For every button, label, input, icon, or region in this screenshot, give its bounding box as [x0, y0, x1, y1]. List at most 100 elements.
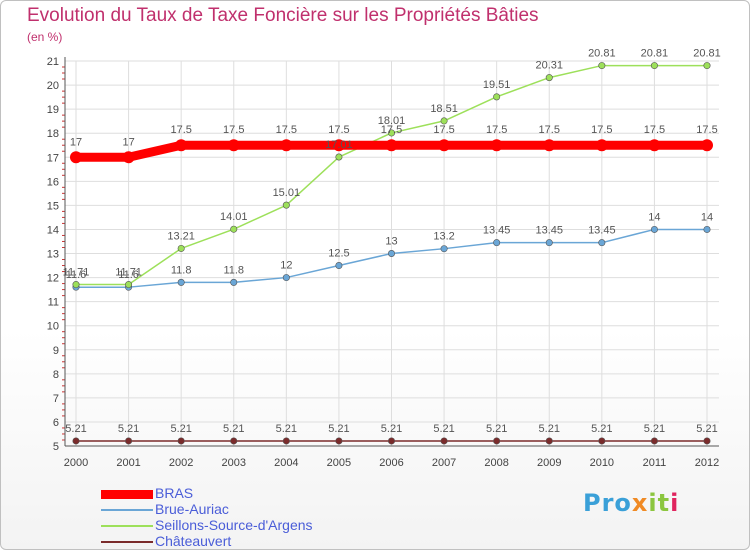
data-point-ch-teauvert [545, 437, 553, 445]
data-label-ch-teauvert: 5.21 [65, 423, 86, 435]
legend-label-seillons: Seillons-Source-d'Argens [155, 517, 313, 533]
data-point-brue-auriac [440, 245, 448, 253]
data-label-ch-teauvert: 5.21 [486, 423, 507, 435]
data-point-seillons-source-d-argens [493, 93, 501, 101]
x-tick-label: 2002 [169, 457, 193, 469]
legend-item-brue-auriac: Brue-Auriac [101, 501, 401, 518]
data-label-brue-auriac: 11.6 [66, 269, 87, 281]
data-point-bras [70, 151, 82, 164]
data-label-bras: 17 [70, 136, 82, 148]
y-tick-label: 7 [53, 393, 59, 405]
data-label-bras: 17.5 [539, 124, 560, 136]
data-point-ch-teauvert [703, 437, 711, 445]
x-tick-label: 2004 [274, 457, 298, 469]
data-point-brue-auriac [230, 278, 238, 286]
data-point-ch-teauvert [177, 437, 185, 445]
data-point-bras [227, 139, 240, 152]
legend-label-brue-auriac: Brue-Auriac [155, 501, 229, 517]
data-label-seillons-source-d-argens: 11.71 [63, 267, 90, 279]
y-tick-label: 14 [47, 224, 59, 236]
data-label-bras: 17 [122, 136, 134, 148]
y-tick-label: 5 [53, 441, 59, 453]
data-point-bras [595, 139, 608, 152]
data-point-ch-teauvert [125, 437, 133, 445]
legend-item-seillons: Seillons-Source-d'Argens [101, 517, 401, 534]
data-label-seillons-source-d-argens: 18.51 [430, 103, 458, 115]
data-point-seillons-source-d-argens [125, 281, 133, 289]
y-tick-label: 18 [47, 128, 59, 140]
y-tick-label: 10 [47, 321, 59, 333]
y-tick-label: 13 [47, 249, 59, 261]
data-point-bras [332, 139, 345, 152]
data-label-ch-teauvert: 5.21 [433, 423, 454, 435]
y-tick-label: 11 [48, 297, 59, 309]
data-label-ch-teauvert: 5.21 [381, 423, 402, 435]
data-point-ch-teauvert [282, 437, 290, 445]
data-label-seillons-source-d-argens: 13.21 [167, 230, 195, 242]
data-point-seillons-source-d-argens [440, 117, 448, 125]
data-point-ch-teauvert [598, 437, 606, 445]
data-point-brue-auriac [493, 239, 501, 247]
data-point-bras [122, 151, 135, 164]
data-label-brue-auriac: 13.45 [535, 225, 563, 237]
x-tick-label: 2000 [64, 457, 88, 469]
legend-label-chateauvert: Châteauvert [155, 533, 232, 549]
data-point-bras [175, 139, 188, 152]
chart-legend: BRAS Brue-Auriac Seillons-Source-d'Argen… [101, 485, 401, 549]
data-point-ch-teauvert [230, 437, 238, 445]
legend-item-bras: BRAS [101, 485, 401, 502]
data-label-bras: 17.5 [223, 124, 244, 136]
data-label-ch-teauvert: 5.21 [276, 423, 297, 435]
data-point-bras [438, 139, 451, 152]
data-label-bras: 17.5 [433, 124, 454, 136]
x-tick-label: 2005 [327, 457, 351, 469]
data-label-bras: 17.5 [276, 124, 297, 136]
proxiti-logo: Proxiti [583, 489, 680, 517]
data-label-ch-teauvert: 5.21 [644, 423, 665, 435]
data-point-seillons-source-d-argens [650, 62, 658, 70]
data-label-seillons-source-d-argens: 15.01 [273, 187, 301, 199]
data-point-brue-auriac [598, 239, 606, 247]
legend-swatch-chateauvert [101, 541, 153, 543]
data-point-seillons-source-d-argens [387, 129, 395, 137]
data-label-seillons-source-d-argens: 20.81 [641, 48, 669, 60]
data-point-seillons-source-d-argens [230, 225, 238, 233]
data-point-bras [648, 139, 661, 152]
data-point-brue-auriac [650, 225, 658, 233]
data-point-seillons-source-d-argens [335, 153, 343, 161]
legend-label-bras: BRAS [155, 485, 194, 501]
data-label-ch-teauvert: 5.21 [591, 423, 612, 435]
data-point-bras [543, 139, 556, 152]
data-point-seillons-source-d-argens [598, 62, 606, 70]
data-label-brue-auriac: 13.2 [433, 231, 454, 243]
y-tick-label: 20 [47, 80, 59, 92]
y-tick-label: 21 [47, 56, 59, 68]
data-label-ch-teauvert: 5.21 [118, 423, 139, 435]
x-tick-label: 2010 [590, 457, 614, 469]
data-point-bras [385, 139, 398, 152]
data-point-brue-auriac [703, 225, 711, 233]
data-point-brue-auriac [282, 274, 290, 282]
data-label-ch-teauvert: 5.21 [696, 423, 717, 435]
data-label-brue-auriac: 12 [280, 260, 292, 272]
data-label-ch-teauvert: 5.21 [539, 423, 560, 435]
y-tick-label: 19 [47, 104, 59, 116]
y-tick-label: 9 [53, 345, 59, 357]
data-point-brue-auriac [545, 239, 553, 247]
data-point-ch-teauvert [387, 437, 395, 445]
data-point-bras [490, 139, 503, 152]
data-label-ch-teauvert: 5.21 [328, 423, 349, 435]
x-tick-label: 2012 [695, 457, 719, 469]
data-label-bras: 17.5 [591, 124, 612, 136]
data-label-seillons-source-d-argens: 14.01 [220, 211, 248, 223]
data-label-bras: 17.5 [486, 124, 507, 136]
y-tick-label: 8 [53, 369, 59, 381]
x-tick-label: 2011 [643, 457, 667, 469]
data-label-seillons-source-d-argens: 20.81 [693, 48, 721, 60]
data-label-seillons-source-d-argens: 20.81 [588, 48, 616, 60]
legend-item-chateauvert: Châteauvert [101, 533, 401, 549]
data-label-bras: 17.5 [328, 124, 349, 136]
data-label-brue-auriac: 14 [648, 211, 660, 223]
